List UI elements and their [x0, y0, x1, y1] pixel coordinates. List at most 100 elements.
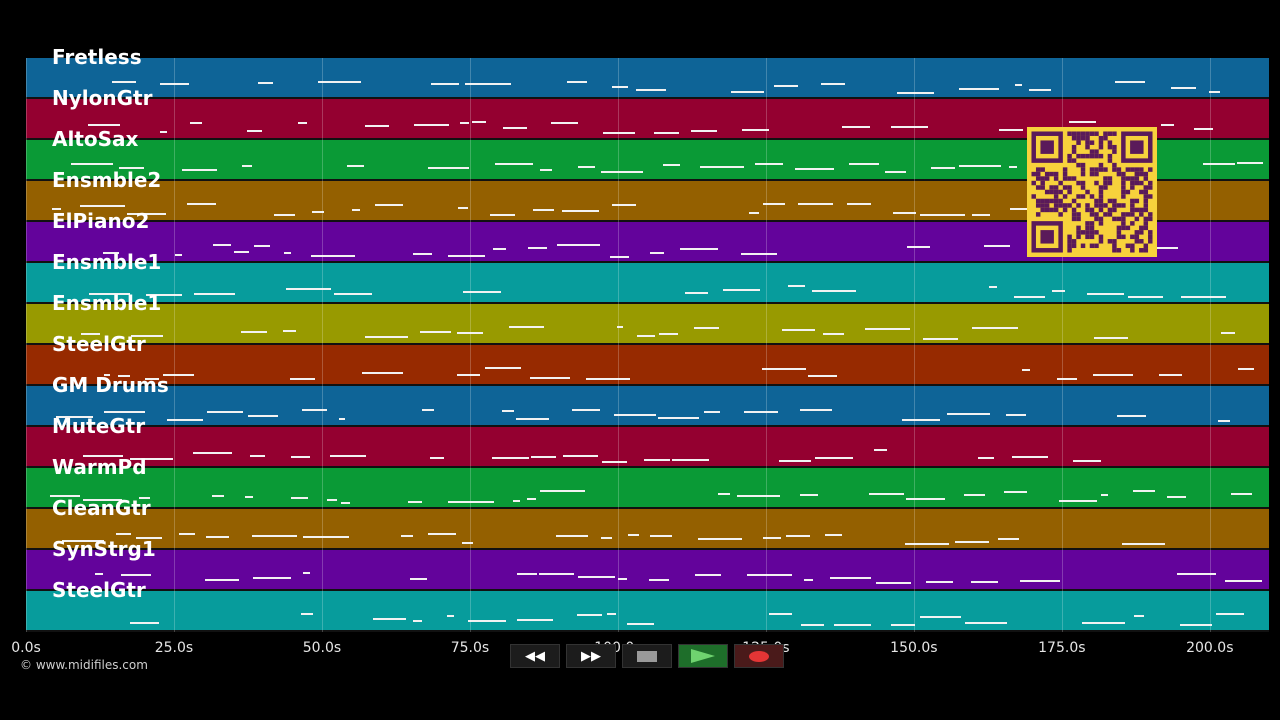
note [159, 83, 190, 86]
note [563, 454, 598, 457]
note [658, 417, 699, 420]
note [614, 413, 656, 416]
track-lane [26, 386, 1269, 427]
note [233, 251, 249, 254]
note [472, 121, 486, 124]
note [459, 121, 469, 124]
note [136, 537, 162, 540]
note [781, 328, 815, 331]
tick-label: 150.0s [890, 640, 938, 656]
note [212, 495, 225, 498]
note [373, 618, 407, 621]
tick-label: 25.0s [154, 640, 194, 656]
note [346, 164, 364, 167]
note [516, 618, 554, 621]
note [815, 456, 854, 459]
note [400, 535, 413, 538]
note [1056, 377, 1078, 380]
note [409, 578, 427, 581]
note [834, 623, 871, 626]
note [1159, 373, 1183, 376]
play-button[interactable] [678, 644, 728, 668]
note [1238, 368, 1255, 371]
qr-code[interactable] [1027, 127, 1157, 257]
note [1011, 455, 1048, 458]
note [326, 498, 338, 501]
note [1221, 332, 1236, 335]
note [606, 613, 616, 616]
note [803, 578, 813, 581]
note [427, 166, 470, 169]
note [648, 578, 670, 581]
note [447, 615, 455, 618]
note [644, 458, 670, 461]
note [1216, 613, 1244, 615]
note [429, 456, 445, 459]
note [205, 535, 230, 538]
note [540, 490, 586, 493]
note [1134, 614, 1144, 617]
note [779, 460, 811, 463]
note [896, 91, 934, 94]
note [1171, 87, 1196, 90]
note [456, 374, 480, 377]
note [302, 572, 310, 575]
note [82, 499, 123, 502]
track-label: SynStrg1 [52, 537, 156, 561]
note [51, 208, 62, 211]
note [80, 205, 125, 207]
note [561, 210, 600, 213]
note [1225, 579, 1262, 582]
track-label: WarmPd [52, 455, 147, 479]
note [49, 495, 81, 498]
note [250, 454, 266, 457]
note [533, 208, 554, 211]
note [1217, 419, 1230, 422]
note [163, 374, 195, 377]
note [301, 409, 327, 411]
note [448, 500, 494, 503]
note [462, 290, 502, 293]
track-label: SteelGtr [52, 332, 146, 356]
note [448, 254, 486, 257]
fast-forward-button[interactable]: ▶▶ [566, 644, 616, 668]
note [490, 213, 515, 216]
note [457, 331, 484, 334]
note [1231, 493, 1253, 496]
note [869, 493, 904, 496]
note [284, 252, 292, 255]
note [421, 409, 435, 412]
grid-line [1209, 58, 1211, 632]
record-button[interactable] [734, 644, 784, 668]
note [1022, 369, 1031, 372]
note [873, 449, 887, 452]
note [1015, 84, 1023, 87]
note [529, 376, 571, 379]
note [1072, 460, 1101, 463]
note [131, 335, 164, 338]
note [741, 128, 770, 131]
note [902, 418, 940, 421]
note [920, 214, 965, 217]
note [1092, 374, 1133, 377]
note [341, 501, 350, 504]
track-lane [26, 345, 1269, 386]
grid-line [913, 58, 915, 632]
note [120, 574, 152, 577]
note [1069, 121, 1097, 124]
note [167, 419, 203, 422]
note [71, 163, 113, 166]
note [1116, 415, 1147, 418]
note [56, 416, 94, 419]
note [512, 499, 520, 502]
note [303, 535, 349, 538]
note [527, 246, 548, 249]
note [685, 291, 709, 294]
note [988, 286, 998, 289]
stop-button[interactable] [622, 644, 672, 668]
note [126, 213, 167, 216]
track-label: Ensmble1 [52, 291, 162, 315]
note [179, 532, 195, 535]
rewind-button[interactable]: ◀◀ [510, 644, 560, 668]
note [571, 409, 600, 412]
